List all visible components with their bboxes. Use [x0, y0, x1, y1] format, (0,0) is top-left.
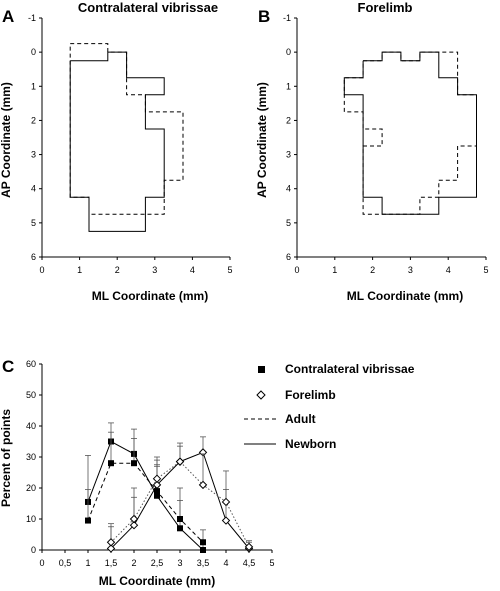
x-tick-label: 4,5 — [243, 558, 256, 568]
data-point-forelimb-newborn — [106, 544, 116, 553]
y-tick-label: 6 — [286, 252, 291, 262]
legend-open-diamond-marker — [256, 390, 266, 400]
x-tick-label: 4 — [190, 265, 195, 275]
panel-label-a: A — [2, 7, 14, 26]
legend-label-vibrissae: Contralateral vibrissae — [285, 362, 415, 376]
data-point-forelimb-adult — [244, 542, 254, 552]
data-point-contralateral-vibrissae-newborn — [200, 547, 206, 553]
panel-label-b: B — [258, 7, 270, 26]
data-point-contralateral-vibrissae-adult — [154, 488, 160, 495]
x-tick-label: 3 — [152, 265, 157, 275]
legend-label-adult: Adult — [285, 412, 316, 426]
x-tick-label: 0 — [294, 265, 299, 275]
y-tick-label: 50 — [26, 390, 36, 400]
data-point-forelimb-newborn — [129, 520, 139, 530]
y-tick-label: 10 — [26, 514, 36, 524]
y-tick-label: 1 — [31, 81, 36, 91]
legend-label-forelimb: Forelimb — [285, 388, 336, 402]
x-tick-label: 2 — [115, 265, 120, 275]
x-tick-label: 1 — [77, 265, 82, 275]
y-tick-label: 3 — [286, 150, 291, 160]
y-tick-label: 60 — [26, 359, 36, 369]
panel-c-plot: 0 10 20 30 40 50 60 0 0,5 1 1,5 2 2,5 3 3,5 4 4,5 5 — [26, 359, 275, 568]
legend-label-newborn: Newborn — [285, 437, 336, 451]
panel-label-c: C — [2, 357, 14, 376]
x-tick-label: 5 — [269, 558, 274, 568]
x-tick-label: 2,5 — [151, 558, 164, 568]
data-point-contralateral-vibrissae-newborn — [177, 525, 183, 532]
data-point-contralateral-vibrissae-adult — [200, 539, 206, 546]
panel-a-title: Contralateral vibrissae — [78, 0, 218, 15]
panel-b-ylabel: AP Coordinate (mm) — [255, 82, 269, 198]
data-point-forelimb-adult — [129, 514, 139, 524]
y-tick-label: 0 — [31, 47, 36, 57]
series-line-contralateral-vibrissae-adult — [87, 462, 204, 543]
data-point-forelimb-adult — [152, 474, 162, 483]
data-point-forelimb-adult — [175, 457, 185, 466]
x-tick-label: 0,5 — [59, 558, 72, 568]
x-tick-label: 2 — [370, 265, 375, 275]
x-tick-label: 5 — [483, 265, 488, 275]
data-point-contralateral-vibrissae-adult — [85, 517, 91, 524]
y-tick-label: 5 — [286, 218, 291, 228]
outline-adult — [343, 51, 477, 215]
data-point-forelimb-adult — [198, 480, 208, 490]
legend-filled-square-marker — [258, 366, 265, 373]
panel-a-xlabel: ML Coordinate (mm) — [92, 289, 208, 303]
y-tick-label: 0 — [286, 47, 291, 57]
x-tick-label: 3,5 — [197, 558, 210, 568]
data-point-contralateral-vibrissae-newborn — [154, 492, 160, 499]
data-point-contralateral-vibrissae-adult — [108, 460, 114, 467]
x-tick-label: 3 — [177, 558, 182, 568]
y-tick-label: 20 — [26, 483, 36, 493]
outline-newborn — [69, 51, 165, 232]
y-tick-label: 5 — [31, 218, 36, 228]
y-tick-label: 1 — [286, 81, 291, 91]
y-tick-label: 6 — [31, 252, 36, 262]
panel-c-ylabel: Percent of points — [0, 409, 13, 507]
y-tick-label: 30 — [26, 452, 36, 462]
y-tick-label: 4 — [31, 184, 36, 194]
panel-c-xlabel: ML Coordinate (mm) — [99, 574, 215, 588]
data-point-contralateral-vibrissae-adult — [177, 516, 183, 522]
x-tick-label: 1 — [332, 265, 337, 275]
panel-b-title: Forelimb — [358, 0, 413, 15]
x-tick-label: 1 — [85, 558, 90, 568]
x-tick-label: 4 — [223, 558, 228, 568]
y-tick-label: -1 — [283, 13, 291, 23]
panel-a-ylabel: AP Coordinate (mm) — [0, 82, 13, 198]
data-point-forelimb-newborn — [221, 516, 231, 525]
data-point-contralateral-vibrissae-adult — [131, 460, 137, 467]
x-tick-label: 0 — [39, 558, 44, 568]
data-point-forelimb-adult — [106, 538, 116, 547]
x-tick-label: 3 — [408, 265, 413, 275]
y-tick-label: 3 — [31, 150, 36, 160]
outline-newborn — [343, 51, 477, 215]
y-tick-label: 40 — [26, 421, 36, 431]
panel-b-xlabel: ML Coordinate (mm) — [347, 289, 463, 303]
x-tick-label: 5 — [227, 265, 232, 275]
y-tick-label: 2 — [286, 115, 291, 125]
x-tick-label: 0 — [39, 265, 44, 275]
y-tick-label: -1 — [28, 13, 36, 23]
x-tick-label: 2 — [131, 558, 136, 568]
x-tick-label: 1,5 — [105, 558, 118, 568]
series-line-contralateral-vibrissae-newborn — [87, 440, 204, 551]
data-point-forelimb-adult — [221, 497, 231, 507]
legend: Contralateral vibrissae Forelimb Adult N… — [244, 362, 415, 451]
x-tick-label: 4 — [446, 265, 451, 275]
y-tick-label: 2 — [31, 115, 36, 125]
y-tick-label: 4 — [286, 184, 291, 194]
y-tick-label: 0 — [31, 545, 36, 555]
